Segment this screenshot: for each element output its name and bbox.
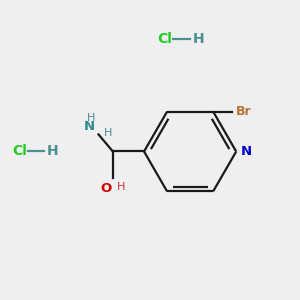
Text: N: N xyxy=(240,145,251,158)
Text: Cl: Cl xyxy=(12,145,27,158)
Text: N: N xyxy=(84,120,95,133)
Text: Br: Br xyxy=(236,105,251,118)
Text: H: H xyxy=(87,113,95,123)
Text: Cl: Cl xyxy=(158,32,172,46)
Text: H: H xyxy=(116,182,125,192)
Text: H: H xyxy=(47,145,58,158)
Text: H: H xyxy=(104,128,112,138)
Text: O: O xyxy=(100,182,111,195)
Text: H: H xyxy=(193,32,204,46)
